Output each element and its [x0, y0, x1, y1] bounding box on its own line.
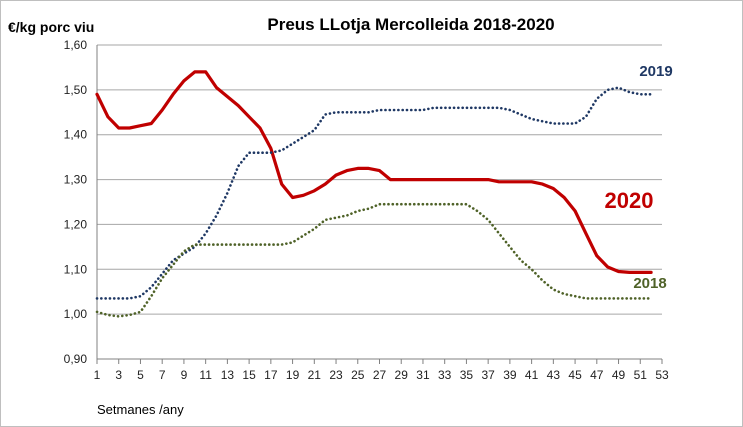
chart-title: Preus LLotja Mercolleida 2018-2020 — [267, 15, 554, 34]
y-tick-label: 1,30 — [64, 173, 88, 187]
series-line-2020 — [95, 70, 653, 274]
y-tick-label: 1,60 — [64, 38, 88, 52]
x-tick-label: 53 — [655, 368, 669, 382]
y-tick-label: 0,90 — [64, 352, 88, 366]
y-tick-label: 1,10 — [64, 262, 88, 276]
series-label-2018: 2018 — [633, 275, 666, 292]
x-tick-label: 41 — [525, 368, 539, 382]
gridlines — [96, 44, 662, 360]
x-tick-label: 51 — [634, 368, 648, 382]
y-tick-label: 1,00 — [64, 307, 88, 321]
x-tick-label: 27 — [373, 368, 387, 382]
x-tick-label: 45 — [568, 368, 582, 382]
x-tick-label: 3 — [115, 368, 122, 382]
series-label-2019: 2019 — [639, 63, 672, 80]
x-tick-label: 7 — [159, 368, 166, 382]
x-tick-label: 15 — [242, 368, 256, 382]
x-tick-label: 49 — [612, 368, 626, 382]
x-tick-label: 9 — [181, 368, 188, 382]
x-tick-label: 19 — [286, 368, 300, 382]
x-tick-label: 43 — [547, 368, 561, 382]
x-tick-label: 1 — [94, 368, 101, 382]
x-tick-label: 23 — [329, 368, 343, 382]
x-tick-label: 47 — [590, 368, 604, 382]
x-tick-label: 13 — [221, 368, 235, 382]
x-tick-label: 39 — [503, 368, 517, 382]
x-tick-label: 17 — [264, 368, 278, 382]
x-tick-label: 33 — [438, 368, 452, 382]
x-tick-label: 35 — [460, 368, 474, 382]
series-labels: 2020 2019 2018 — [605, 63, 673, 292]
x-tick-label: 11 — [199, 368, 212, 382]
series-label-2020: 2020 — [605, 188, 654, 213]
x-axis-ticks: 1 3 5 7 9 11 13 15 17 19 21 23 25 27 29 31 33 35 37 39 41 43 4… — [94, 359, 669, 382]
x-tick-label: 29 — [395, 368, 409, 382]
y-axis-ticks: 0,90 1,00 1,10 1,20 1,30 1,40 1,50 1,60 — [64, 38, 88, 366]
x-tick-label: 25 — [351, 368, 365, 382]
x-tick-label: 5 — [137, 368, 144, 382]
x-axis-label: Setmanes /any — [97, 402, 184, 417]
y-tick-label: 1,50 — [64, 83, 88, 97]
x-tick-label: 37 — [481, 368, 495, 382]
series-line-2019 — [95, 86, 653, 300]
series-line-2018 — [95, 202, 653, 318]
y-tick-label: 1,20 — [64, 217, 88, 231]
y-axis-label: €/kg porc viu — [8, 19, 94, 35]
x-tick-label: 31 — [416, 368, 430, 382]
x-tick-label: 21 — [308, 368, 322, 382]
series-group — [95, 70, 653, 318]
y-tick-label: 1,40 — [64, 128, 88, 142]
